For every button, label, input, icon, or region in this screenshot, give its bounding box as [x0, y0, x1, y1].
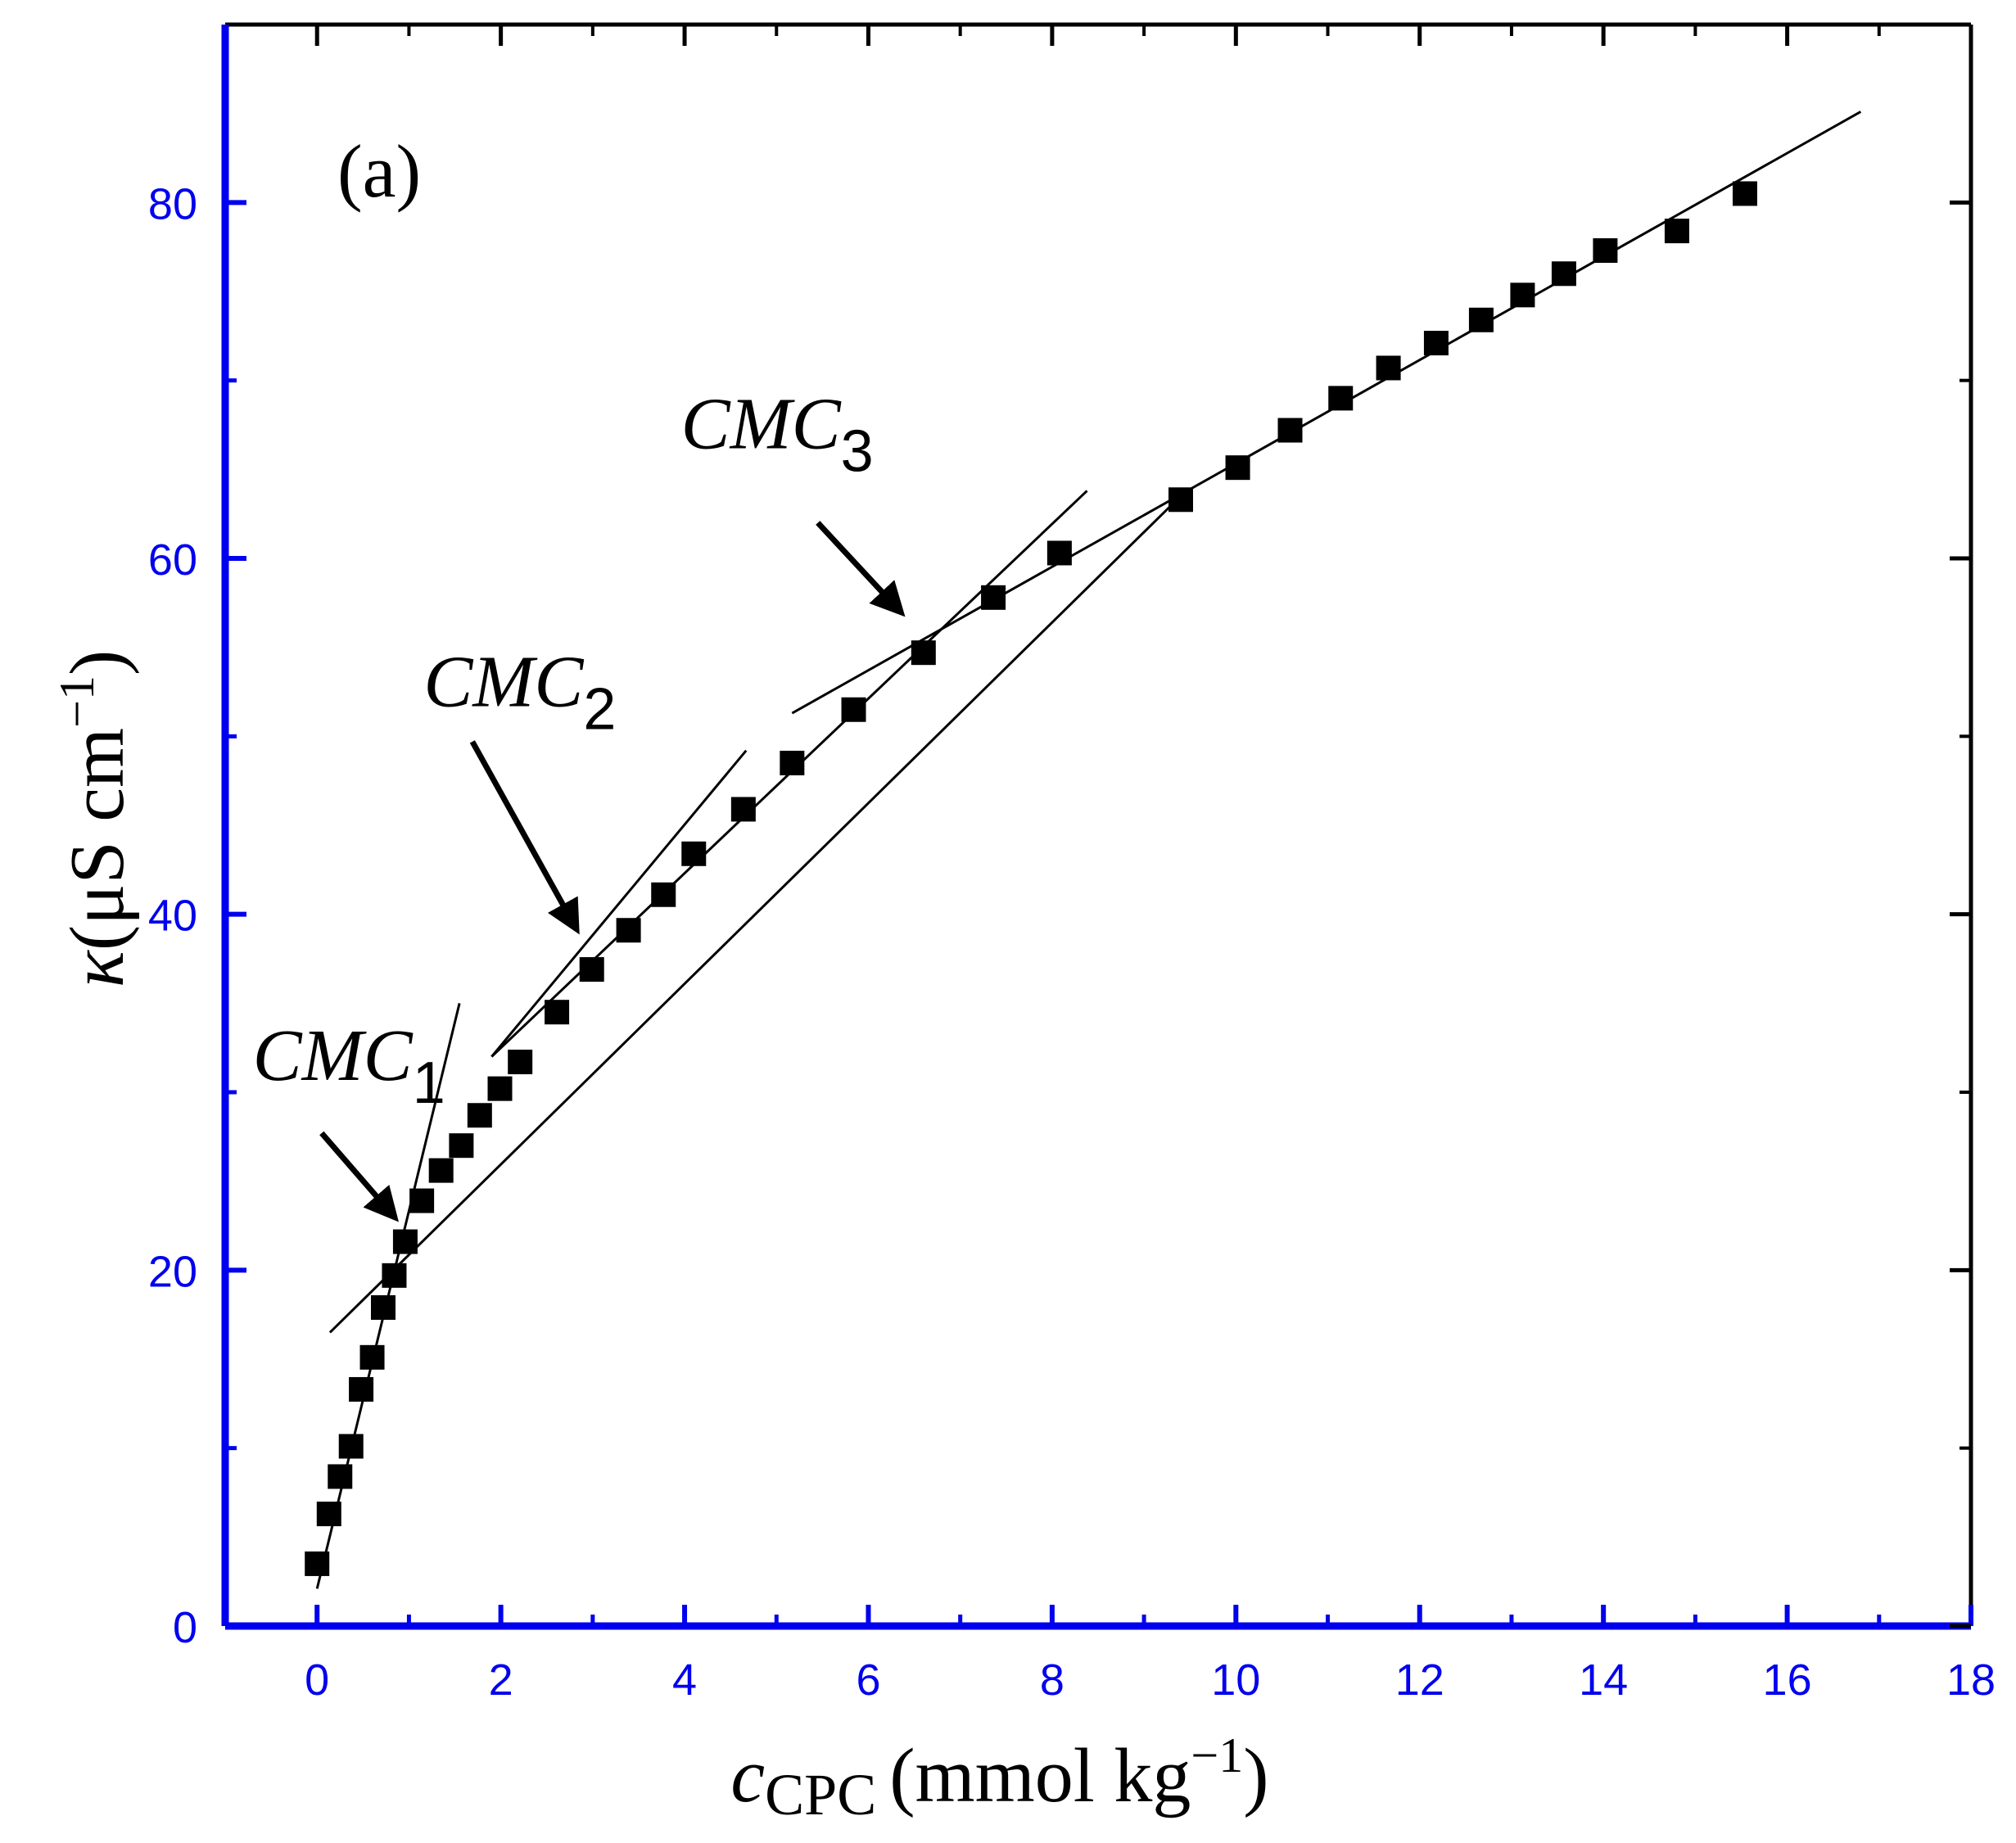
data-point — [681, 841, 707, 866]
x-tick-label: 18 — [1946, 1656, 1996, 1705]
data-point — [305, 1551, 330, 1576]
data-point — [1225, 455, 1250, 481]
data-point — [545, 1000, 570, 1025]
annotation-subscript: 1 — [413, 1050, 445, 1116]
data-point — [1168, 487, 1193, 513]
y-axis-unit-exponent: −1 — [50, 675, 104, 728]
fit-line — [791, 111, 1862, 715]
data-point — [409, 1188, 435, 1213]
data-point — [579, 957, 604, 982]
x-tick-label: 2 — [489, 1656, 513, 1705]
data-point — [487, 1076, 513, 1101]
annotation-arrow — [816, 521, 906, 617]
x-axis-unit: (mmol kg — [889, 1733, 1191, 1818]
data-point — [616, 918, 641, 943]
y-tick-label: 60 — [148, 535, 197, 585]
data-point — [841, 697, 866, 722]
annotation-text: CMC — [681, 383, 842, 464]
x-axis-subscript: CPC — [765, 1762, 876, 1827]
data-point — [780, 750, 805, 775]
fit-lines — [315, 111, 1862, 1589]
fit-line — [328, 504, 1173, 1334]
x-tick-label: 0 — [305, 1656, 329, 1705]
x-axis-unit-exponent: −1 — [1191, 1728, 1243, 1782]
data-point — [392, 1229, 418, 1254]
data-point — [508, 1050, 533, 1075]
x-axis-unit-close: ) — [1243, 1733, 1268, 1818]
data-point — [371, 1294, 396, 1320]
annotation-arrow — [319, 1131, 399, 1222]
annotation-subscript: 2 — [583, 676, 616, 742]
data-point — [1277, 418, 1303, 443]
data-point — [428, 1158, 454, 1183]
annotation-subscript: 3 — [841, 418, 874, 484]
data-point — [911, 640, 936, 666]
data-point — [1376, 355, 1401, 381]
y-tick-label: 20 — [148, 1247, 197, 1296]
data-point — [1732, 181, 1757, 206]
y-axis-unit: (μS cm — [55, 728, 140, 951]
x-tick-label: 4 — [672, 1656, 697, 1705]
x-tick-label: 16 — [1763, 1656, 1812, 1705]
data-point — [349, 1376, 374, 1402]
data-point — [1046, 540, 1072, 566]
x-tick-label: 14 — [1579, 1656, 1628, 1705]
data-point — [1664, 219, 1689, 244]
annotation-text: CMC — [253, 1015, 414, 1096]
y-tick-label: 40 — [148, 892, 197, 941]
fit-line — [490, 749, 748, 1058]
x-tick-label: 10 — [1211, 1656, 1260, 1705]
data-point — [1468, 307, 1494, 332]
data-point — [467, 1103, 492, 1128]
data-point — [359, 1344, 385, 1370]
y-tick-label: 80 — [148, 179, 197, 228]
annotation-label-cmc1: CMC1 — [253, 1015, 445, 1116]
data-point — [382, 1263, 407, 1288]
data-point — [449, 1133, 474, 1159]
y-tick-label: 0 — [173, 1603, 197, 1652]
x-tick-label: 8 — [1040, 1656, 1065, 1705]
data-point — [981, 585, 1006, 610]
x-tick-label: 6 — [856, 1656, 880, 1705]
data-points — [305, 181, 1757, 1576]
data-point — [1551, 261, 1576, 287]
data-point — [1510, 282, 1535, 308]
y-axis-symbol: κ — [55, 949, 140, 987]
annotation-arrow — [469, 740, 580, 935]
x-axis-symbol: c — [730, 1733, 765, 1818]
annotation-text: CMC — [423, 641, 584, 722]
annotation-label-cmc2: CMC2 — [423, 641, 616, 742]
x-axis-title: cCPC (mmol kg−1) — [730, 1728, 1268, 1827]
panel-label: (a) — [337, 129, 421, 213]
data-point — [338, 1434, 364, 1459]
annotation-label-cmc3: CMC3 — [681, 383, 874, 484]
y-axis-title: κ(μS cm−1) — [50, 650, 140, 988]
x-tick-label: 12 — [1395, 1656, 1444, 1705]
data-point — [1423, 331, 1449, 356]
y-axis-unit-close: ) — [55, 650, 140, 675]
data-point — [1328, 386, 1354, 411]
data-point — [1593, 238, 1618, 264]
data-point — [328, 1464, 353, 1489]
data-point — [316, 1502, 341, 1527]
data-point — [730, 797, 756, 822]
data-point — [651, 882, 676, 907]
